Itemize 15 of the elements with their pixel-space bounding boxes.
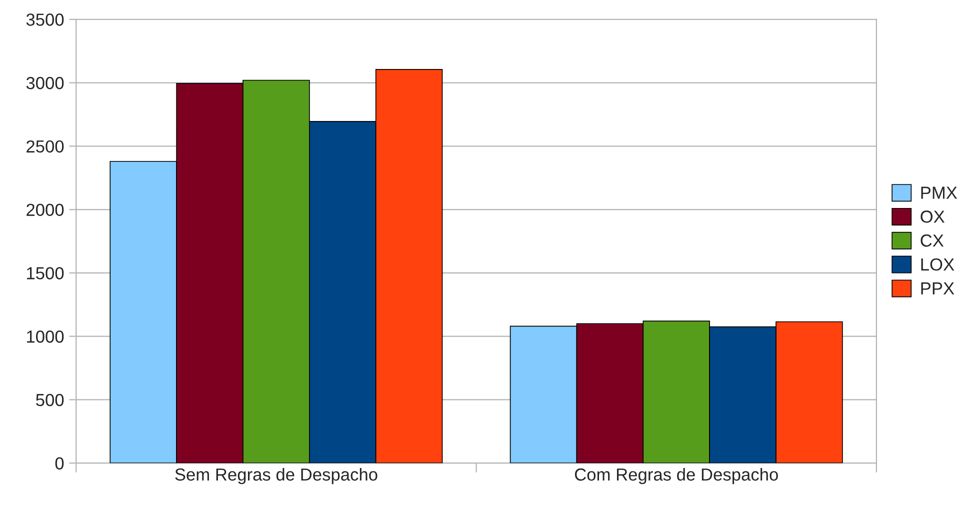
y-tick-label: 2500 xyxy=(26,140,64,153)
legend-label: CX xyxy=(920,234,944,247)
y-tick-label: 3500 xyxy=(26,14,64,26)
legend-label: PMX xyxy=(921,186,958,199)
legend-label: PPX xyxy=(921,282,954,294)
x-tick-label: Sem Regras de Despacho xyxy=(175,468,378,484)
y-tick-label: 0 xyxy=(55,457,64,470)
y-tick-label: 3000 xyxy=(26,76,64,90)
legend-label: OX xyxy=(920,210,945,223)
y-tick-label: 1000 xyxy=(27,330,64,343)
legend-label: LOX xyxy=(921,258,954,271)
y-tick-label: 500 xyxy=(36,394,64,406)
x-tick-label: Com Regras de Despacho xyxy=(574,468,778,484)
y-tick-label: 2000 xyxy=(26,204,64,216)
y-tick-label: 1500 xyxy=(27,267,64,280)
